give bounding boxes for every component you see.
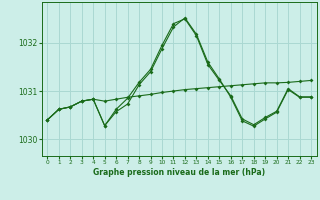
X-axis label: Graphe pression niveau de la mer (hPa): Graphe pression niveau de la mer (hPa) <box>93 168 265 177</box>
